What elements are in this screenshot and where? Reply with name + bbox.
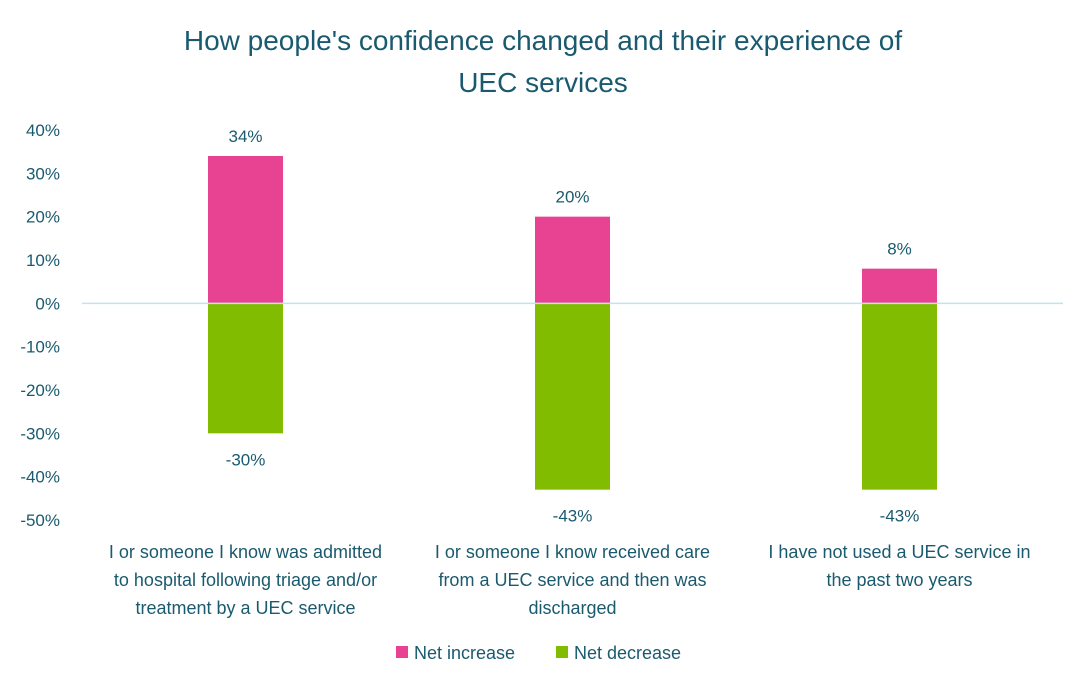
y-tick-label: -50% (20, 511, 60, 530)
bars (208, 156, 937, 490)
net-increase-bar (862, 268, 937, 304)
category-label: I have not used a UEC service in the past… (768, 542, 1030, 590)
net-increase-label: 8% (887, 240, 912, 259)
y-tick-label: 0% (35, 294, 60, 313)
legend-swatch (396, 646, 408, 658)
net-decrease-bar (535, 303, 610, 490)
category-label-line: I or someone I know received care (435, 542, 710, 562)
category-label-line: discharged (528, 598, 616, 618)
category-label-line: treatment by a UEC service (135, 598, 355, 618)
category-label-line: from a UEC service and then was (438, 570, 706, 590)
category-label-line: the past two years (826, 570, 972, 590)
y-axis: 40% 30% 20% 10% 0% -10% -20% -30% -40% -50% (20, 121, 60, 530)
net-increase-bar (208, 156, 283, 304)
net-decrease-label: -30% (226, 450, 266, 469)
net-decrease-bar (862, 303, 937, 490)
net-increase-bar (535, 216, 610, 304)
category-label: I or someone I know was admitted to hospi… (109, 542, 382, 618)
category-label-line: to hospital following triage and/or (114, 570, 377, 590)
chart-title: How people's confidence changed and thei… (184, 25, 903, 98)
legend-swatch (556, 646, 568, 658)
category-label-line: I have not used a UEC service in (768, 542, 1030, 562)
chart-title-line-2: UEC services (458, 67, 628, 98)
net-decrease-bar (208, 303, 283, 434)
y-tick-label: 40% (26, 121, 60, 140)
y-tick-label: -30% (20, 424, 60, 443)
net-increase-label: 34% (228, 127, 262, 146)
legend: Net increase Net decrease (396, 643, 681, 663)
net-decrease-label: -43% (553, 507, 593, 526)
y-tick-label: -20% (20, 381, 60, 400)
y-tick-label: 20% (26, 208, 60, 227)
y-tick-label: 10% (26, 251, 60, 270)
legend-label: Net increase (414, 643, 515, 663)
y-tick-label: -10% (20, 338, 60, 357)
category-label-line: I or someone I know was admitted (109, 542, 382, 562)
category-labels: I or someone I know was admitted to hospi… (109, 542, 1031, 618)
y-tick-label: -40% (20, 468, 60, 487)
legend-label: Net decrease (574, 643, 681, 663)
data-labels: 34% 20% 8% -30% -43% -43% (226, 127, 920, 526)
legend-item: Net decrease (556, 643, 681, 663)
net-decrease-label: -43% (880, 507, 920, 526)
chart-title-line-1: How people's confidence changed and thei… (184, 25, 903, 56)
y-tick-label: 30% (26, 164, 60, 183)
net-increase-label: 20% (555, 188, 589, 207)
legend-item: Net increase (396, 643, 515, 663)
category-label: I or someone I know received care from a … (435, 542, 710, 618)
